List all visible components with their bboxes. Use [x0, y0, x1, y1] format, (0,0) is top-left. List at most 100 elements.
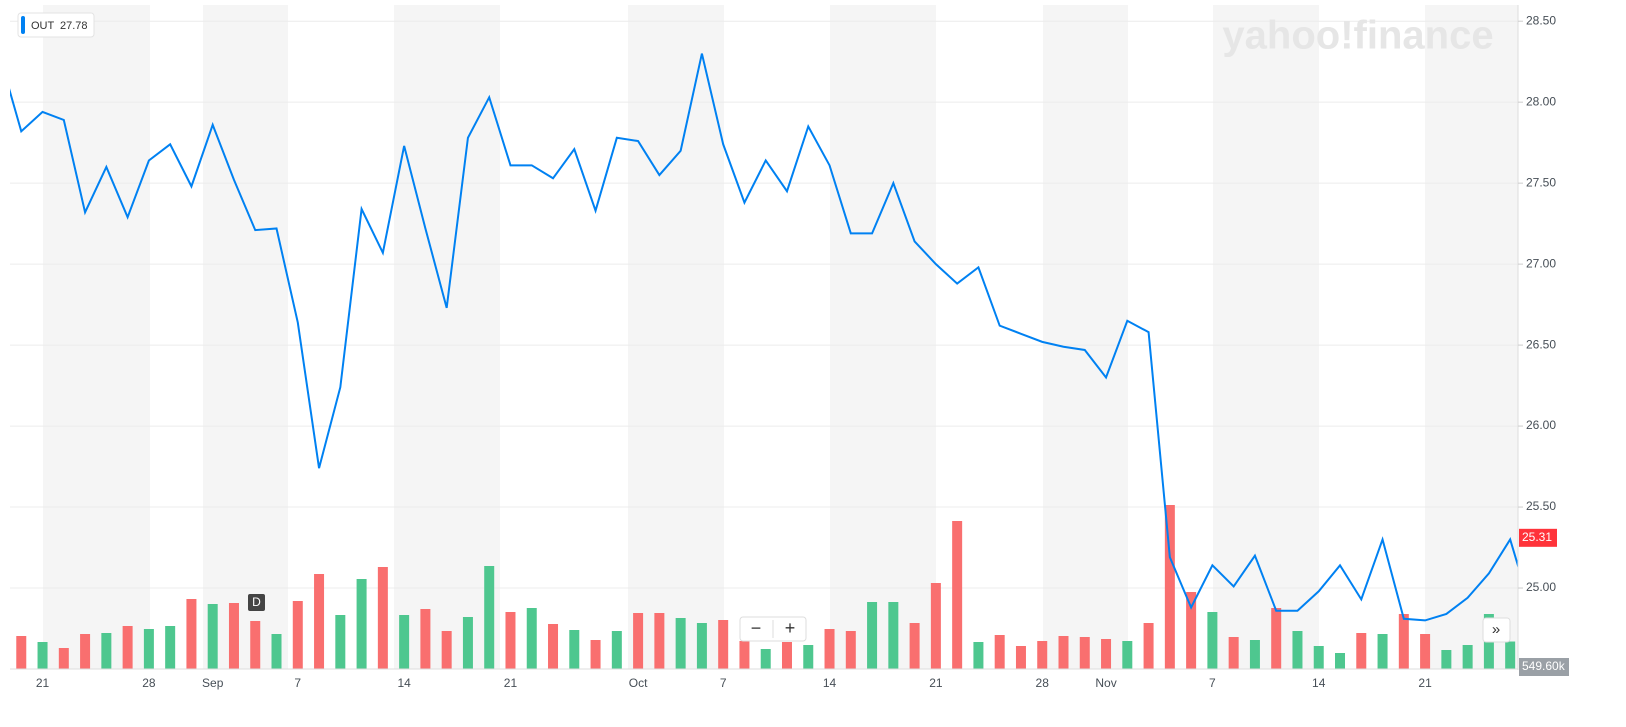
volume-bar [548, 624, 559, 669]
zoom-in[interactable]: + [785, 618, 796, 638]
volume-bar [186, 599, 197, 669]
volume-bar [1122, 641, 1133, 669]
volume-bar [760, 649, 771, 669]
volume-bar [1249, 640, 1260, 669]
x-tick-label: Oct [629, 676, 648, 690]
volume-bar [1313, 646, 1324, 669]
x-tick-label: 14 [1312, 676, 1326, 690]
volume-bar [526, 608, 537, 669]
volume-bar [611, 631, 622, 669]
y-tick-label: 28.00 [1526, 94, 1556, 108]
volume-bar [1462, 645, 1473, 669]
scroll-button[interactable] [1482, 617, 1511, 643]
volume-bar [1398, 614, 1409, 669]
x-tick-label: Nov [1095, 676, 1116, 690]
volume-bar [165, 626, 176, 669]
volume-bar [1207, 612, 1218, 669]
dividend-marker[interactable]: D [252, 595, 261, 609]
y-tick-label: 25.00 [1526, 580, 1556, 594]
volume-bar [1228, 637, 1239, 669]
x-tick-label: 21 [929, 676, 943, 690]
volume-bar [335, 615, 346, 669]
volume-bar [484, 566, 495, 669]
volume-bar [1441, 650, 1452, 669]
volume-bar [399, 615, 410, 669]
y-tick-label: 27.00 [1526, 256, 1556, 270]
price-line [10, 53, 1518, 622]
last-price-box [1519, 528, 1557, 547]
volume-bar [739, 641, 750, 669]
volume-bar [824, 629, 835, 669]
volume-bar [867, 602, 878, 669]
x-tick-label: 14 [823, 676, 837, 690]
volume-bar [16, 636, 27, 669]
volume-bar [377, 567, 388, 669]
volume-bar [1143, 623, 1154, 669]
volume-bar [1335, 653, 1346, 669]
volume-bar [952, 521, 963, 669]
volume-bar [675, 618, 686, 669]
volume-bar [909, 623, 920, 669]
volume-bar [356, 579, 367, 669]
volume-bar [1505, 641, 1516, 669]
volume-bar [314, 574, 325, 669]
x-tick-label: 28 [1036, 676, 1050, 690]
volume-bar [37, 642, 48, 669]
legend-value: 27.78 [60, 20, 88, 32]
volume-bar [569, 630, 580, 669]
volume-bar [1037, 641, 1048, 669]
volume-bar [271, 634, 282, 669]
y-tick-label: 27.50 [1526, 175, 1556, 189]
volume-bar [718, 620, 729, 669]
y-tick-label: 26.00 [1526, 418, 1556, 432]
volume-bar [1356, 633, 1367, 669]
volume-bar [80, 634, 91, 669]
x-tick-label: 7 [294, 676, 301, 690]
x-tick-label: Sep [202, 676, 224, 690]
dividend[interactable]: D [248, 594, 265, 611]
x-tick-label: 21 [504, 676, 518, 690]
volume-bar [590, 640, 601, 669]
volume-bar [250, 621, 261, 669]
volume-bar [505, 612, 516, 669]
volume-bar [1058, 636, 1069, 669]
scroll[interactable]: » [1492, 621, 1500, 638]
y-tick-label: 25.50 [1526, 499, 1556, 513]
volume-bar [58, 648, 69, 669]
week-bands [43, 5, 1518, 669]
volume-bar [101, 633, 112, 669]
volume-bar [654, 613, 665, 669]
volume-bar [143, 629, 154, 669]
volume-bar [207, 604, 218, 669]
volume-bar [1292, 631, 1303, 669]
volume-bar [122, 626, 133, 669]
x-tick-label: 21 [36, 676, 50, 690]
volume-bar [441, 631, 452, 669]
volume-bar [1271, 608, 1282, 669]
x-tick-label: 21 [1418, 676, 1432, 690]
volume-bar [803, 645, 814, 669]
x-tick-label: 7 [720, 676, 727, 690]
volume-bar [420, 609, 431, 669]
volume-marker: 549.60k [1522, 659, 1566, 673]
volume-marker-box [1519, 658, 1569, 676]
x-tick-label: 28 [142, 676, 156, 690]
volume-bar [1101, 639, 1112, 669]
volume-bar [1164, 505, 1175, 669]
y-tick-label: 26.50 [1526, 337, 1556, 351]
volume-bar [1420, 634, 1431, 669]
volume-bar [781, 642, 792, 669]
volume-bar [292, 601, 303, 669]
zoom-controls: − + [739, 616, 807, 642]
x-tick-label: 7 [1209, 676, 1216, 690]
volume-bar [888, 602, 899, 669]
volume-bar [1079, 637, 1090, 669]
volume-bar [994, 635, 1005, 669]
last-price: 25.31 [1522, 530, 1552, 544]
legend-label: OUT [31, 20, 55, 32]
volume-bar [1377, 634, 1388, 669]
volume-bar [228, 603, 239, 669]
watermark: yahoo!finance [1222, 14, 1493, 58]
zoom-out[interactable]: − [751, 618, 762, 638]
